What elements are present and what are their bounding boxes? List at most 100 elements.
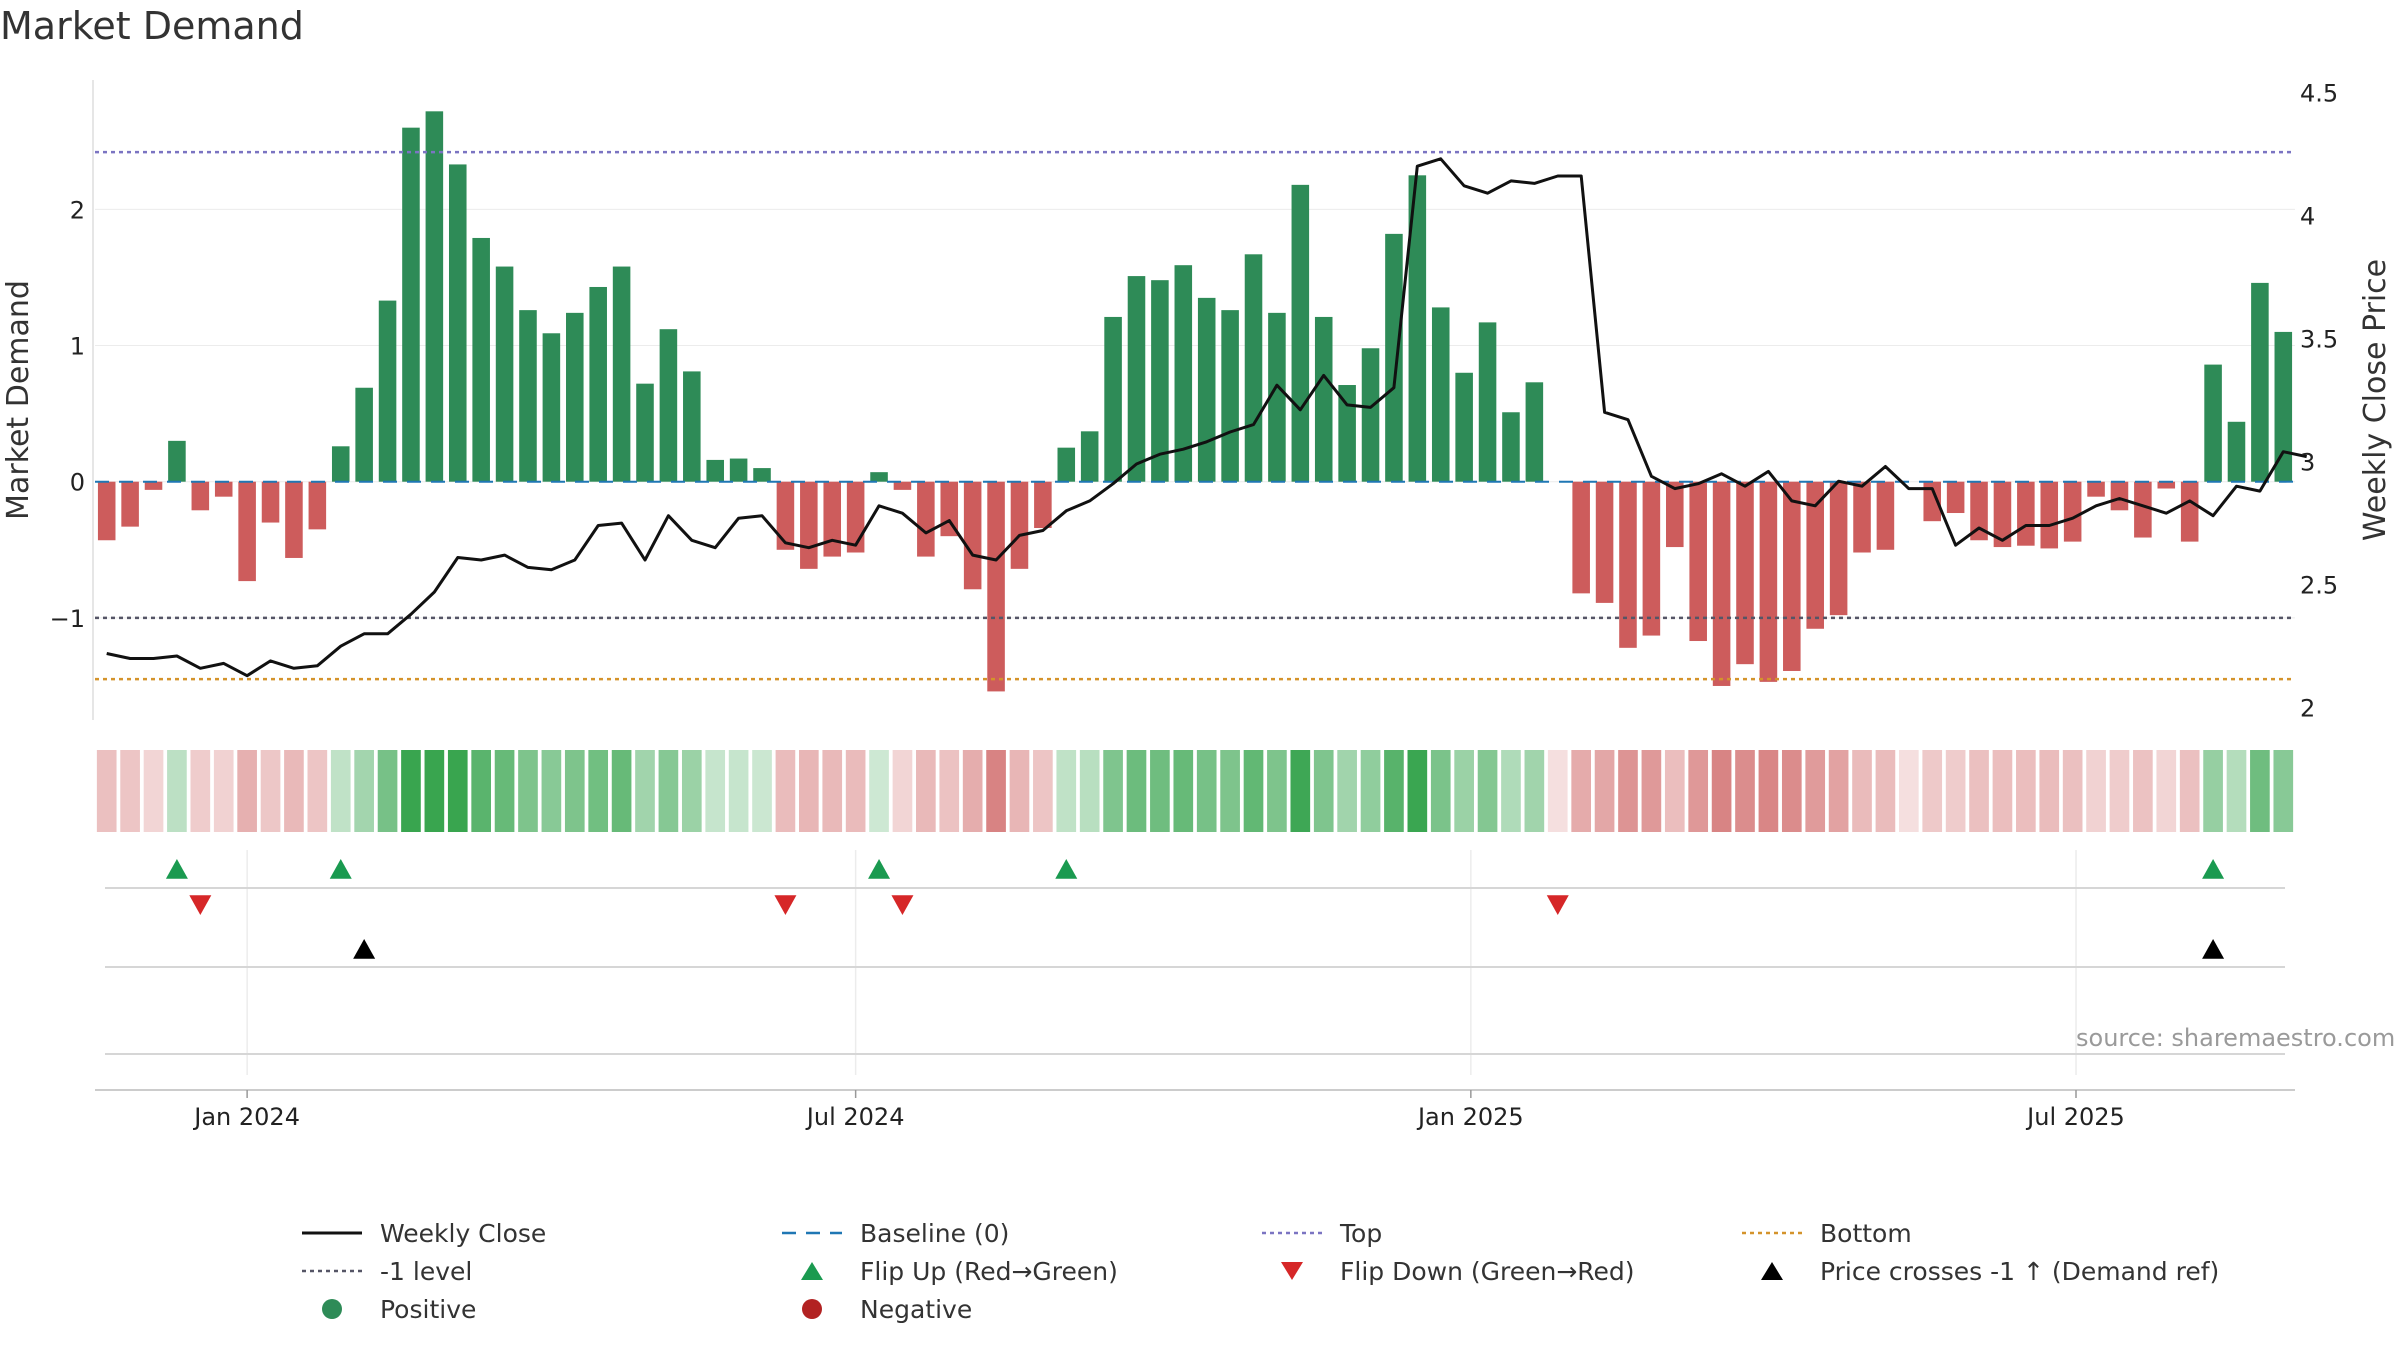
heat-cell (2039, 750, 2060, 832)
heat-cell (752, 750, 772, 832)
demand-bar (612, 266, 631, 482)
heat-cell (635, 750, 655, 832)
demand-bar (963, 481, 982, 590)
demand-bar (2180, 481, 2199, 542)
heat-cell (728, 750, 749, 832)
heat-cell (2086, 750, 2106, 832)
demand-bar (1478, 322, 1497, 482)
demand-bar (2134, 481, 2152, 538)
demand-bar (2087, 481, 2105, 497)
demand-bar (1666, 481, 1684, 548)
demand-bar (1314, 316, 1333, 482)
heat-cell (2203, 750, 2223, 832)
legend-item: Bottom (1740, 1215, 1912, 1251)
legend-symbol (322, 1299, 342, 1319)
heat-cell (284, 750, 304, 832)
demand-bar (1408, 175, 1427, 482)
y2-tick-label: 2 (2300, 695, 2315, 723)
demand-bar (1876, 481, 1895, 550)
demand-bar (1970, 481, 1988, 541)
heat-cell (1711, 750, 1732, 832)
flip-up-marker (329, 859, 352, 879)
legend-label: Top (1340, 1218, 1383, 1248)
legend-symbol (802, 1299, 822, 1319)
y2-tick-label: 3 (2300, 449, 2315, 477)
y2-tick-label: 4 (2300, 202, 2315, 230)
heat-cell (190, 750, 211, 832)
demand-bar (2227, 421, 2246, 482)
heat-cell (1969, 750, 1989, 832)
flip-down-marker (891, 895, 914, 915)
demand-bar (121, 481, 139, 527)
legend-symbol (1281, 1262, 1303, 1280)
heat-cell (1547, 750, 1568, 832)
heat-cell (1571, 750, 1591, 832)
heat-cell (237, 750, 257, 832)
price-cross-marker (353, 939, 376, 959)
flip-up-marker (1055, 859, 1078, 879)
flip-up-marker (2202, 859, 2225, 879)
demand-bar (285, 481, 303, 558)
legend-label: Positive (380, 1294, 477, 1324)
flip-down-marker (774, 895, 797, 915)
heat-cell (1758, 750, 1779, 832)
legend-item: Top (1260, 1215, 1382, 1251)
heat-cell (1220, 750, 1240, 832)
flip-down-marker (1546, 895, 1569, 915)
heat-cell (1664, 750, 1685, 832)
demand-bar (776, 481, 795, 550)
demand-bar (987, 481, 1005, 692)
y2-axis-label: Weekly Close Price (2358, 259, 2393, 541)
demand-bar (1080, 431, 1099, 482)
heat-cell (1150, 750, 1170, 832)
demand-bar (1268, 312, 1286, 482)
flip-up-marker (868, 859, 891, 879)
demand-bar (1689, 481, 1707, 642)
demand-bar (2251, 282, 2269, 482)
heat-cell (2273, 750, 2294, 832)
demand-bar (1104, 316, 1122, 482)
x-tick-label: Jan 2025 (1416, 1103, 1524, 1131)
heat-cell (307, 750, 328, 832)
demand-bar (308, 481, 327, 530)
demand-bar (168, 440, 186, 482)
heat-cell (775, 750, 796, 832)
demand-bar (589, 286, 607, 482)
heat-cell (845, 750, 866, 832)
heat-cell (1945, 750, 1966, 832)
heat-cell (1196, 750, 1217, 832)
heat-cell (962, 750, 983, 832)
demand-bar (1057, 447, 1076, 482)
demand-bar (402, 127, 420, 482)
demand-bar (355, 387, 373, 482)
demand-bar (1127, 276, 1146, 482)
heat-cell (822, 750, 843, 832)
weekly-close-line (106, 157, 2308, 678)
heat-cell (2156, 750, 2177, 832)
heat-cell (1828, 750, 1849, 832)
legend-symbol (302, 1269, 362, 1273)
heat-cell (541, 750, 562, 832)
legend-item: Weekly Close (300, 1215, 546, 1251)
demand-bar (542, 333, 561, 482)
y-tick-label: −1 (50, 605, 85, 633)
heat-cell (869, 750, 889, 832)
demand-bar (472, 237, 490, 482)
demand-bar (97, 481, 116, 541)
demand-bar (2017, 481, 2035, 546)
legend-item: Flip Down (Green→Red) (1260, 1253, 1635, 1289)
demand-bar (214, 481, 233, 497)
demand-bar (331, 446, 350, 482)
legend-symbol (801, 1262, 823, 1280)
heat-cell (1688, 750, 1709, 832)
x-tick-label: Jan 2024 (192, 1103, 300, 1131)
heat-cell (1079, 750, 1100, 832)
demand-bar (1712, 481, 1731, 686)
demand-bar (1291, 184, 1310, 482)
y-tick-label: 2 (70, 196, 85, 224)
heat-cell (986, 750, 1006, 832)
demand-bar (1923, 481, 1942, 522)
demand-bar (238, 481, 256, 582)
heat-cell (2226, 750, 2247, 832)
demand-bar (683, 371, 701, 482)
